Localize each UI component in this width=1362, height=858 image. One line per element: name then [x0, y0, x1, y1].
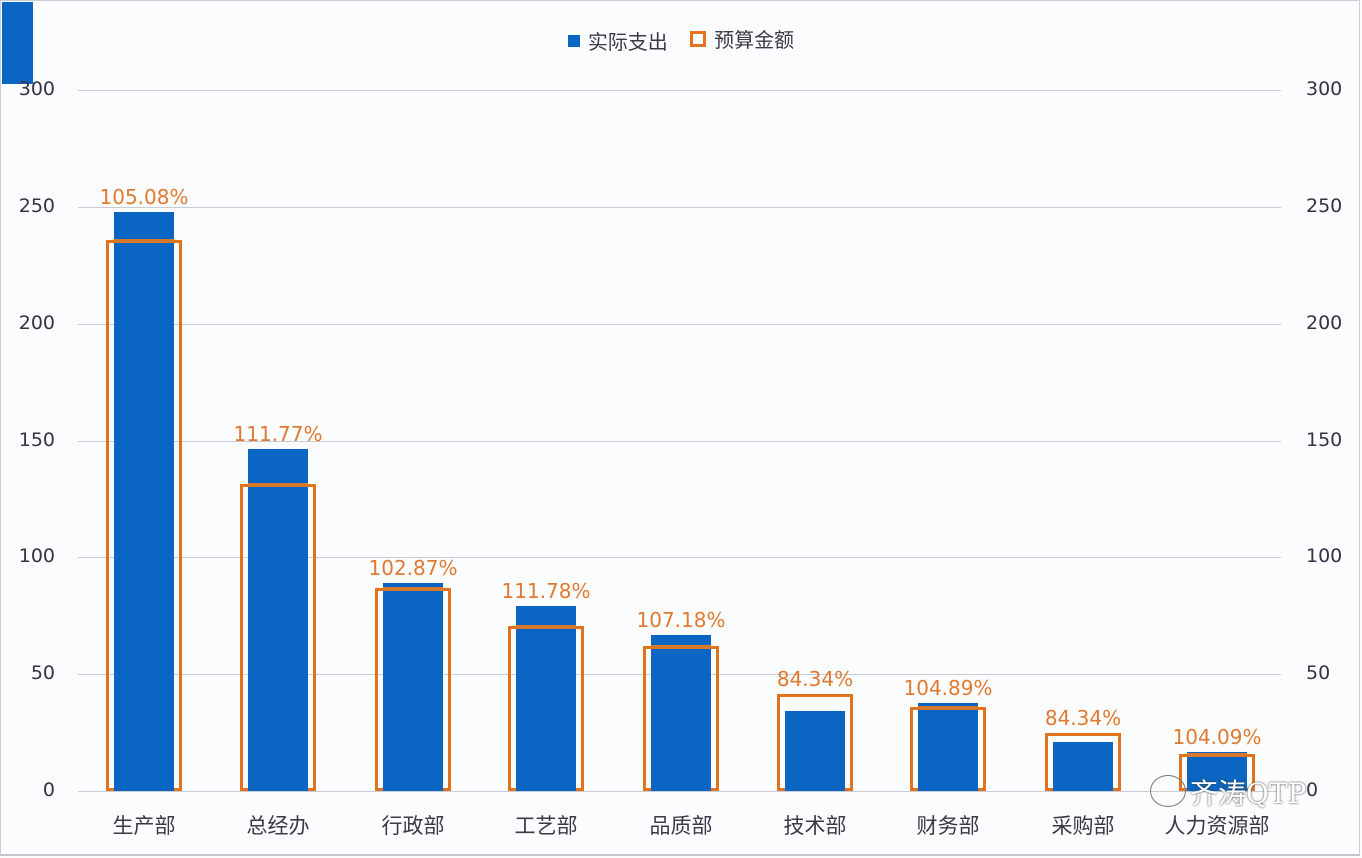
y-tick-left: 100 [18, 545, 55, 568]
y-tick-left: 300 [18, 78, 55, 100]
budget-level-line [383, 586, 443, 591]
budget-level-line [248, 482, 308, 487]
corner-accent-block [2, 2, 33, 84]
y-tick-right: 200 [1306, 311, 1343, 334]
data-label: 104.09% [1172, 724, 1262, 749]
bar-actual [1187, 751, 1247, 791]
bar-actual [516, 605, 576, 791]
gridline [78, 323, 1281, 325]
y-tick-left: 150 [18, 428, 55, 451]
y-tick-left: 0 [42, 779, 55, 801]
data-label: 107.18% [636, 607, 726, 632]
data-label: 84.34% [1044, 705, 1122, 730]
legend-label-actual: 实际支出 [587, 30, 668, 54]
gridline [78, 206, 1281, 208]
bar-actual [248, 449, 308, 791]
legend-label-budget: 预算金额 [714, 28, 795, 52]
budget-level-line [651, 645, 711, 650]
y-tick-right: 50 [1306, 662, 1331, 685]
gridline [78, 557, 1281, 559]
watermark: 齐涛QTP [1190, 777, 1307, 810]
data-label: 111.78% [501, 578, 591, 603]
legend-item-budget: 预算金额 [690, 24, 794, 53]
data-label: 104.89% [903, 675, 993, 700]
budget-level-line [1187, 752, 1247, 757]
y-tick-left: 50 [30, 662, 55, 685]
bar-actual [651, 634, 711, 791]
y-tick-right: 300 [1306, 78, 1343, 100]
y-tick-right: 250 [1306, 194, 1343, 217]
data-label: 84.34% [776, 667, 854, 692]
legend-swatch-solid-icon [567, 34, 580, 47]
category-label: 工艺部 [514, 814, 578, 838]
category-label: 技术部 [783, 814, 847, 838]
gridline [78, 791, 1281, 792]
category-label: 品质部 [649, 814, 713, 838]
budget-level-line [918, 705, 978, 710]
budget-level-line [516, 625, 576, 630]
data-label: 105.08% [99, 184, 189, 209]
category-label: 总经办 [246, 814, 310, 838]
data-label: 102.87% [368, 556, 458, 581]
gridline [78, 90, 1281, 91]
gridline [78, 440, 1281, 442]
y-tick-left: 250 [18, 194, 55, 217]
legend: 实际支出 预算金额 [0, 24, 1362, 55]
legend-swatch-outline-icon [690, 30, 707, 47]
bar-actual [114, 211, 174, 791]
budget-level-line [114, 239, 174, 243]
category-label: 生产部 [112, 814, 176, 838]
category-label: 财务部 [916, 814, 980, 838]
data-label: 111.77% [233, 422, 323, 447]
category-label: 人力资源部 [1164, 814, 1270, 838]
bar-actual [918, 702, 978, 791]
bar-actual [785, 711, 845, 791]
wechat-logo-icon [1150, 775, 1186, 807]
plot-area: 105.08% 111.77% 102.87% 111.78% 107.18% 84.34… [78, 90, 1281, 792]
y-tick-right: 100 [1306, 545, 1343, 568]
bar-actual [383, 583, 443, 791]
category-label: 采购部 [1051, 814, 1115, 838]
bar-actual [1053, 741, 1113, 791]
y-tick-left: 200 [18, 311, 55, 334]
y-tick-right: 150 [1306, 428, 1343, 451]
category-label: 行政部 [381, 814, 445, 838]
y-tick-right: 0 [1306, 779, 1319, 801]
legend-item-actual: 实际支出 [567, 26, 668, 55]
